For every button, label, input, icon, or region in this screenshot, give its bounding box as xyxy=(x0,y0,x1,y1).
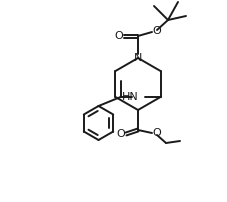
Text: O: O xyxy=(114,31,123,41)
Text: O: O xyxy=(116,129,125,139)
Text: N: N xyxy=(133,53,142,63)
Text: O: O xyxy=(152,26,161,36)
Text: O: O xyxy=(152,128,161,138)
Text: HN: HN xyxy=(121,92,138,102)
